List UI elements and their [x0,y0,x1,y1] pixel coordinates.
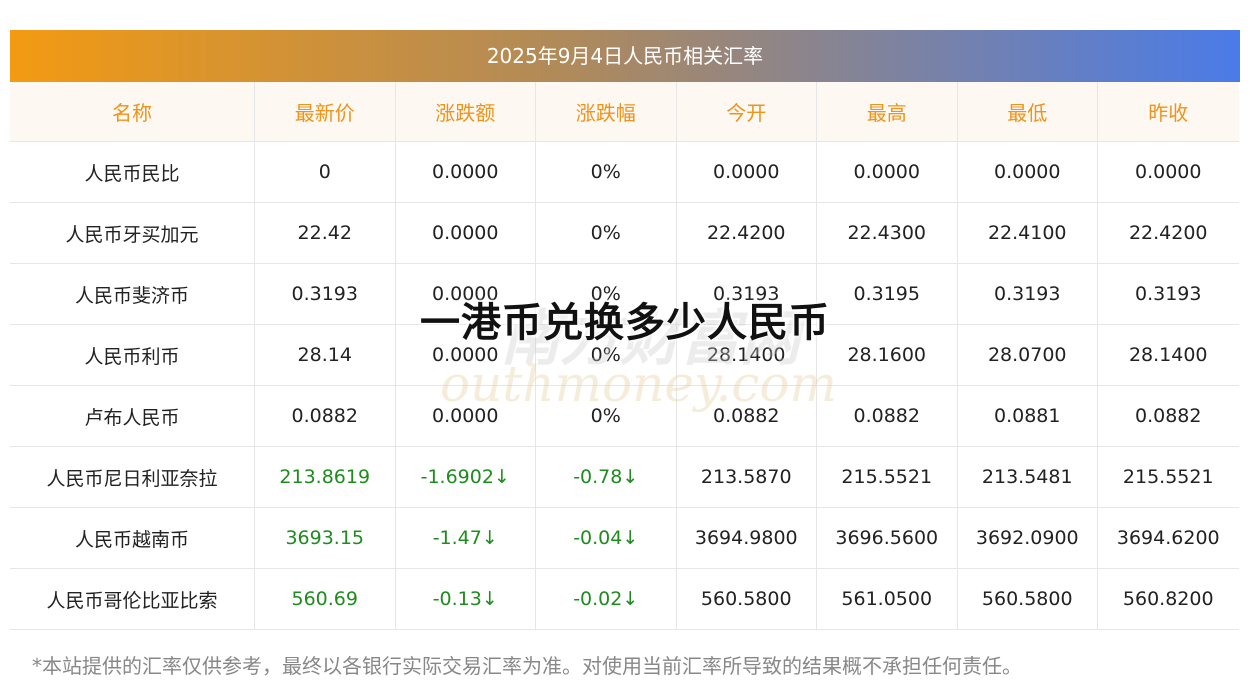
table-cell: 0.3195 [817,264,958,324]
table-cell: -0.02↓ [536,569,677,629]
table-cell: 0.0000 [396,386,536,446]
table-cell: 0 [255,142,396,202]
table-cell: 560.69 [255,569,396,629]
table-cell: 0.3193 [958,264,1098,324]
table-row: 人民币利币 28.14 0.0000 0% 28.1400 28.1600 28.0700 2… [10,325,1239,386]
header-cell: 最高 [817,82,958,141]
table-row: 人民币越南币 3693.15 -1.47↓ -0.04↓ 3694.9800 3696.5… [10,508,1239,569]
table-cell: 215.5521 [1122,466,1214,488]
table-title: 2025年9月4日人民币相关汇率 [10,30,1240,82]
table-cell: 0.0882 [677,386,817,446]
header-row: 名称 最新价 涨跌额 涨跌幅 今开 最高 最低 昨收 [10,82,1239,142]
table-cell: 22.4200 [1128,222,1208,244]
table-cell: 0.3193 [1135,283,1202,305]
table-cell: 0.3193 [677,264,817,324]
table-cell: 0.0000 [817,142,958,202]
table-cell: 561.0500 [817,569,958,629]
table-cell: 3692.0900 [958,508,1098,568]
table-cell: 28.1600 [817,325,958,385]
table-cell: 0% [536,203,677,263]
table-cell: 3694.6200 [1116,527,1220,549]
table-cell: 28.1400 [677,325,817,385]
table-cell: 人民币斐济币 [10,264,255,324]
table-cell: 0% [536,386,677,446]
table-cell: -0.04↓ [536,508,677,568]
table-cell: 215.5521 [817,447,958,507]
rate-table: 名称 最新价 涨跌额 涨跌幅 今开 最高 最低 昨收 人民币民比 0 0.0000 0% 0.0000 0… [10,82,1239,630]
table-cell: 213.8619 [255,447,396,507]
table-cell: 卢布人民币 [10,386,255,446]
table-cell: 28.0700 [958,325,1098,385]
table-cell: 0.0000 [677,142,817,202]
header-cell: 今开 [677,82,817,141]
disclaimer: *本站提供的汇率仅供参考，最终以各银行实际交易汇率为准。对使用当前汇率所导致的结… [32,654,1022,678]
table-cell: 560.5800 [677,569,817,629]
table-cell: 213.5870 [677,447,817,507]
table-cell: -0.78↓ [536,447,677,507]
header-cell: 最低 [958,82,1098,141]
table-row: 人民币民比 0 0.0000 0% 0.0000 0.0000 0.0000 0.0000 [10,142,1239,203]
overlay-title: 一港币兑换多少人民币 [420,300,830,346]
header-cell: 昨收 [1148,101,1189,125]
table-cell: 0.0881 [958,386,1098,446]
table-cell: 0.0000 [396,325,536,385]
table-cell: 人民币牙买加元 [10,203,255,263]
table-cell: 0.0000 [396,203,536,263]
table-cell: 人民币越南币 [10,508,255,568]
table-cell: 0.0882 [1135,405,1202,427]
table-row: 人民币尼日利亚奈拉 213.8619 -1.6902↓ -0.78↓ 213.5870 2… [10,447,1239,508]
watermark-site: outhmoney.com [440,355,837,413]
table-cell: 22.4100 [958,203,1098,263]
table-cell: 28.14 [255,325,396,385]
table-cell: 0.0000 [1135,161,1202,183]
table-cell: 3694.9800 [677,508,817,568]
table-cell: 22.4300 [817,203,958,263]
table-row: 人民币哥伦比亚比索 560.69 -0.13↓ -0.02↓ 560.5800 561.0… [10,569,1239,630]
table-cell: 人民币民比 [10,142,255,202]
table-cell: 0.0882 [817,386,958,446]
table-cell: 22.4200 [677,203,817,263]
table-cell: 0.0000 [396,142,536,202]
table-cell: 0% [536,264,677,324]
table-row: 卢布人民币 0.0882 0.0000 0% 0.0882 0.0882 0.0881 0.0… [10,386,1239,447]
table-cell: -0.13↓ [396,569,536,629]
table-cell: 560.8200 [1122,588,1214,610]
table-cell: 0.0000 [958,142,1098,202]
table-cell: 213.5481 [958,447,1098,507]
table-cell: 人民币利币 [10,325,255,385]
table-cell: 28.1400 [1128,344,1208,366]
table-cell: 人民币哥伦比亚比索 [10,569,255,629]
table-cell: 3693.15 [255,508,396,568]
table-row: 人民币斐济币 0.3193 0.0000 0% 0.3193 0.3195 0.3193 0.… [10,264,1239,325]
table-cell: -1.47↓ [396,508,536,568]
header-cell: 名称 [10,82,255,141]
table-cell: 0% [536,325,677,385]
watermark: 南方财富网 [500,304,800,374]
table-cell: 0% [536,142,677,202]
header-cell: 涨跌额 [396,82,536,141]
table-cell: 0.3193 [255,264,396,324]
table-cell: -1.6902↓ [396,447,536,507]
table-row: 人民币牙买加元 22.42 0.0000 0% 22.4200 22.4300 22.410… [10,203,1239,264]
table-cell: 22.42 [255,203,396,263]
table-cell: 0.0000 [396,264,536,324]
header-cell: 最新价 [255,82,396,141]
table-cell: 0.0882 [255,386,396,446]
table-cell: 3696.5600 [817,508,958,568]
table-cell: 560.5800 [958,569,1098,629]
table-cell: 人民币尼日利亚奈拉 [10,447,255,507]
header-cell: 涨跌幅 [536,82,677,141]
